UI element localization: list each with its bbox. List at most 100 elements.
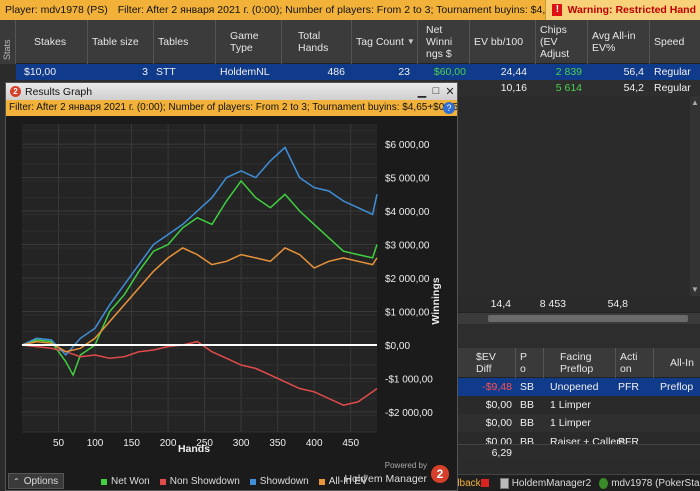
- series-line-showdown: [21, 146, 378, 357]
- cell-chips-ev: 5 614: [555, 82, 582, 94]
- legend-item[interactable]: All-In EV: [318, 476, 368, 487]
- hand-row[interactable]: -$9,48 SB Unopened PFR Preflop: [458, 378, 700, 396]
- col-all-in[interactable]: All-In: [654, 348, 700, 378]
- hands-toolbar: [458, 324, 700, 348]
- graph-window-title: Results Graph: [25, 85, 93, 98]
- maximize-icon[interactable]: □: [432, 85, 440, 97]
- col-tables[interactable]: Tables: [154, 20, 216, 64]
- taskbar-pokerstars[interactable]: mdv1978 (PokerSta: [599, 477, 700, 489]
- restricted-warning[interactable]: ! Warning: Restricted Hand: [545, 0, 700, 20]
- col-table-size[interactable]: Table size: [88, 20, 154, 64]
- cell-speed: Regular: [654, 82, 691, 94]
- col-tables-label: Tables: [158, 36, 189, 48]
- col-net-winnings[interactable]: Net Winni ngs $: [418, 20, 470, 64]
- stats-row[interactable]: $10,00 3 STT HoldemNL 486 23 $60,00 24,4…: [16, 64, 700, 80]
- hand-row[interactable]: $0,00 BB 1 Limper: [458, 414, 700, 432]
- scroll-down-icon[interactable]: ▼: [691, 285, 699, 294]
- cell-position: BB: [520, 417, 535, 429]
- col-ev-bb100[interactable]: EV bb/100: [470, 20, 536, 64]
- y-tick-label: $0,00: [385, 341, 410, 352]
- close-icon[interactable]: ✕: [445, 86, 455, 98]
- x-tick-label: 400: [306, 438, 323, 449]
- legend-label: Non Showdown: [169, 476, 240, 487]
- scroll-up-icon[interactable]: ▲: [691, 98, 699, 107]
- stats-vertical-scrollbar[interactable]: ▲ ▼: [690, 96, 700, 296]
- legend-swatch: [249, 478, 256, 485]
- options-button[interactable]: ⌃ Options: [8, 473, 64, 489]
- legend-label: Showdown: [259, 476, 309, 487]
- scrollbar-thumb[interactable]: [488, 315, 688, 322]
- col-position[interactable]: P o: [516, 348, 544, 378]
- minimize-icon[interactable]: ▁: [417, 86, 427, 98]
- legend-item[interactable]: Net Won: [101, 476, 150, 487]
- hands-table-header: $EV Diff P o Facing Preflop Acti on All-…: [458, 348, 700, 378]
- feedback-link[interactable]: dback: [454, 477, 481, 489]
- options-label: Options: [23, 475, 59, 487]
- col-avg-allin-ev-label: Avg All-in EV%: [592, 30, 636, 54]
- col-stakes[interactable]: Stakes: [16, 20, 88, 64]
- col-ev-diff-label: $EV Diff: [476, 351, 496, 375]
- col-game-type[interactable]: Game Type: [216, 20, 282, 64]
- col-avg-allin-ev[interactable]: Avg All-in EV%: [588, 20, 650, 64]
- hm2-badge-icon: 2: [431, 465, 449, 483]
- cell-ev-bb100: 24,44: [500, 66, 527, 78]
- cell-ev-diff: $0,00: [485, 399, 512, 411]
- col-chips-ev[interactable]: Chips (EV Adjust: [536, 20, 588, 64]
- help-icon[interactable]: ?: [443, 102, 455, 114]
- filter-bar: Player: mdv1978 (PS) Filter: After 2 янв…: [0, 0, 700, 20]
- col-total-hands[interactable]: Total Hands: [282, 20, 352, 64]
- x-tick-label: 350: [269, 438, 286, 449]
- x-tick-label: 450: [342, 438, 359, 449]
- graph-filter-bar[interactable]: Filter: After 2 января 2021 г. (0:00); N…: [6, 100, 457, 116]
- col-total-hands-label: Total Hands: [298, 30, 329, 54]
- col-net-winnings-label: Net Winni ngs $: [426, 24, 453, 60]
- cell-game-type: HoldemNL: [220, 66, 270, 78]
- col-tag-count[interactable]: Tag Count ▼: [352, 20, 418, 64]
- stats-side-tab-label: Stats: [2, 39, 12, 60]
- stats-side-tab[interactable]: Stats: [0, 20, 16, 64]
- legend-swatch: [101, 478, 107, 485]
- cell-speed: Regular: [654, 66, 691, 78]
- client-icon: [599, 477, 609, 489]
- taskbar-holdemmanager[interactable]: HoldemManager2: [499, 477, 591, 489]
- legend-item[interactable]: Showdown: [249, 476, 309, 487]
- legend-item[interactable]: Non Showdown: [159, 476, 240, 487]
- taskbar: dback HoldemManager2 mdv1978 (PokerSta: [452, 474, 700, 491]
- stats-horizontal-scrollbar[interactable]: [458, 312, 700, 324]
- results-graph-window[interactable]: 2 Results Graph ▁ □ ✕ Filter: After 2 ян…: [5, 82, 458, 491]
- graph-footer: ⌃ Options Net Won Non Showdown Showdown All-…: [6, 458, 457, 490]
- taskbar-flag[interactable]: [480, 479, 492, 487]
- col-speed-label: Speed: [654, 36, 685, 48]
- legend-swatch: [159, 478, 166, 485]
- cell-chips-ev: 2 839: [555, 66, 582, 78]
- cell-stakes: $10,00: [24, 66, 57, 78]
- cell-action: PFR: [618, 436, 639, 444]
- legend-swatch: [318, 478, 325, 485]
- hand-row[interactable]: $0,00 BB Raiser + Callers PFR: [458, 432, 700, 444]
- cell-ev-diff: -$9,48: [482, 381, 512, 393]
- cell-tables: STT: [156, 66, 176, 78]
- x-tick-label: 150: [123, 438, 140, 449]
- col-ev-diff[interactable]: $EV Diff: [458, 348, 516, 378]
- col-chips-ev-label: Chips (EV Adjust: [540, 24, 570, 60]
- col-facing-preflop[interactable]: Facing Preflop: [544, 348, 616, 378]
- summary-ev-diff: 6,29: [491, 447, 512, 459]
- legend-label: Net Won: [111, 476, 150, 487]
- col-action[interactable]: Acti on: [616, 348, 654, 378]
- cell-facing-preflop: Unopened: [550, 381, 599, 393]
- col-speed[interactable]: Speed: [650, 20, 700, 64]
- graph-window-titlebar[interactable]: 2 Results Graph ▁ □ ✕: [6, 83, 457, 100]
- filter-text[interactable]: Filter: After 2 января 2021 г. (0:00); N…: [117, 4, 546, 16]
- col-tag-count-label: Tag Count: [356, 36, 404, 48]
- hand-row[interactable]: $0,00 BB 1 Limper: [458, 396, 700, 414]
- cell-avg-allin-ev: 56,4: [623, 66, 644, 78]
- col-position-label: P o: [520, 351, 527, 375]
- summary-avg-allin-ev: 54,8: [607, 298, 628, 310]
- cell-all-in: Preflop: [660, 381, 694, 393]
- series-line-all-in-ev: [21, 247, 378, 353]
- stats-summary-row: 14,4 8 453 54,8: [458, 296, 700, 312]
- flag-icon: [480, 479, 489, 487]
- series-line-non-showdown: [21, 340, 378, 406]
- col-facing-preflop-label: Facing Preflop: [560, 351, 594, 375]
- cell-position: BB: [520, 399, 535, 411]
